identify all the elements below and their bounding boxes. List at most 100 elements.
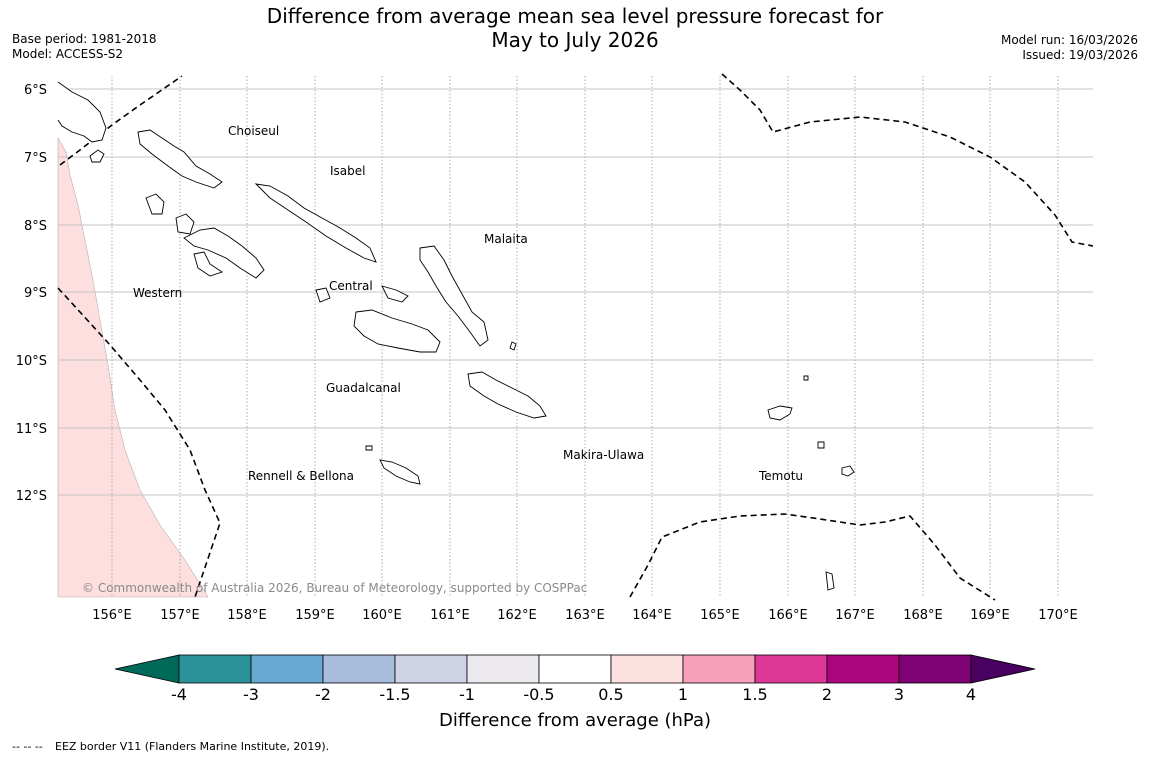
- colorbar-segment: [114, 654, 180, 684]
- colorbar-tick: -0.5: [523, 685, 554, 704]
- region-label-isabel: Isabel: [330, 164, 365, 178]
- colorbar-tick: -1: [459, 685, 475, 704]
- copyright-notice: © Commonwealth of Australia 2026, Bureau…: [82, 581, 587, 595]
- colorbar-tick: -2: [315, 685, 331, 704]
- positive-anomaly-region: [57, 136, 209, 598]
- lon-label: 159°E: [295, 608, 335, 623]
- island-utupua: [817, 441, 825, 449]
- island-bellona: [365, 445, 373, 451]
- lon-label: 162°E: [497, 608, 537, 623]
- colorbar-segment: [682, 654, 756, 684]
- latitude-labels: 6°S 7°S 8°S 9°S 10°S 11°S 12°S: [16, 83, 47, 504]
- lon-label: 163°E: [565, 608, 605, 623]
- island-new-georgia: [183, 227, 265, 279]
- colorbar-segment: [250, 654, 324, 684]
- lat-label: 6°S: [24, 83, 47, 98]
- colorbar-segment: [754, 654, 828, 684]
- colorbar-segment: [610, 654, 684, 684]
- colorbar-tick: 2: [822, 685, 832, 704]
- region-label-malaita: Malaita: [484, 232, 528, 246]
- lon-label: 166°E: [768, 608, 808, 623]
- eez-borders: [57, 73, 1094, 601]
- island-kolombangara: [175, 213, 195, 235]
- colorbar-segment: [178, 654, 252, 684]
- colorbar-segment: [538, 654, 612, 684]
- island-florida: [381, 285, 409, 303]
- eez-border-west: [57, 287, 221, 598]
- region-label-makira-ulawa: Makira-Ulawa: [563, 448, 644, 462]
- longitude-gridlines: [111, 76, 1059, 597]
- issued-date: Issued: 19/03/2026: [1022, 48, 1138, 62]
- eez-border-north: [59, 75, 183, 166]
- island-makira: [467, 371, 547, 419]
- lon-label: 167°E: [835, 608, 875, 623]
- island-anuta: [825, 571, 835, 591]
- colorbar: [114, 654, 1036, 684]
- island-duff: [803, 375, 809, 381]
- eez-legend-text: EEZ border V11 (Flanders Marine Institut…: [55, 740, 329, 753]
- lat-label: 11°S: [16, 422, 47, 437]
- colorbar-segment: [394, 654, 468, 684]
- coastlines: [57, 81, 855, 591]
- lon-label: 156°E: [92, 608, 132, 623]
- lon-label: 158°E: [227, 608, 267, 623]
- lat-label: 9°S: [24, 286, 47, 301]
- island-isabel: [254, 183, 377, 263]
- colorbar-tick: 0.5: [598, 685, 623, 704]
- lon-label: 168°E: [903, 608, 943, 623]
- eez-legend-symbol: -- -- --: [12, 740, 43, 753]
- island-choiseul: [137, 129, 223, 189]
- colorbar-segment: [970, 654, 1036, 684]
- colorbar-tick: -1.5: [379, 685, 410, 704]
- region-label-guadalcanal: Guadalcanal: [326, 381, 401, 395]
- lat-label: 8°S: [24, 219, 47, 234]
- island-rennell: [379, 459, 421, 485]
- colorbar-tick: 1.5: [742, 685, 767, 704]
- island-santa-cruz: [767, 405, 793, 421]
- model-name: Model: ACCESS-S2: [12, 47, 124, 61]
- lon-label: 165°E: [700, 608, 740, 623]
- region-label-central: Central: [329, 279, 373, 293]
- island-guadalcanal: [353, 309, 441, 353]
- island-malaita: [419, 245, 489, 347]
- model-run-date: Model run: 16/03/2026: [1000, 33, 1138, 47]
- colorbar-ticks: -4 -3 -2 -1.5 -1 -0.5 0.5 1 1.5 2 3 4: [171, 685, 976, 704]
- island-vanikoro: [841, 465, 855, 477]
- lat-label: 7°S: [24, 151, 47, 166]
- latitude-gridlines: [58, 88, 1093, 496]
- colorbar-tick: 1: [678, 685, 688, 704]
- island-small-malaita: [509, 341, 517, 351]
- longitude-labels: 156°E 157°E 158°E 159°E 160°E 161°E 162°…: [92, 608, 1078, 623]
- lon-label: 170°E: [1038, 608, 1078, 623]
- lat-label: 10°S: [16, 354, 47, 369]
- island-vella-lavella: [145, 193, 165, 215]
- island-rendova: [193, 251, 224, 277]
- lon-label: 164°E: [632, 608, 672, 623]
- colorbar-tick: 4: [966, 685, 976, 704]
- colorbar-tick: 3: [894, 685, 904, 704]
- colorbar-tick: -4: [171, 685, 187, 704]
- lon-label: 157°E: [160, 608, 200, 623]
- colorbar-segment: [322, 654, 396, 684]
- chart-title-line2: May to July 2026: [491, 28, 659, 52]
- region-label-rennell-bellona: Rennell & Bellona: [248, 469, 354, 483]
- colorbar-tick: -3: [243, 685, 259, 704]
- region-labels: Choiseul Isabel Malaita Western Central …: [133, 124, 803, 483]
- colorbar-segment: [898, 654, 972, 684]
- island-small-nw: [89, 149, 105, 163]
- map-area: [58, 76, 1093, 597]
- island-bougainville: [57, 81, 107, 143]
- island-russell: [315, 287, 331, 303]
- lon-label: 161°E: [430, 608, 470, 623]
- colorbar-segment: [466, 654, 540, 684]
- region-label-choiseul: Choiseul: [228, 124, 279, 138]
- eez-border-northeast: [721, 73, 1094, 247]
- lon-label: 160°E: [362, 608, 402, 623]
- region-label-temotu: Temotu: [758, 469, 803, 483]
- lon-label: 169°E: [970, 608, 1010, 623]
- chart-title-line1: Difference from average mean sea level p…: [266, 4, 884, 28]
- colorbar-segment: [826, 654, 900, 684]
- region-label-western: Western: [133, 286, 182, 300]
- lat-label: 12°S: [16, 489, 47, 504]
